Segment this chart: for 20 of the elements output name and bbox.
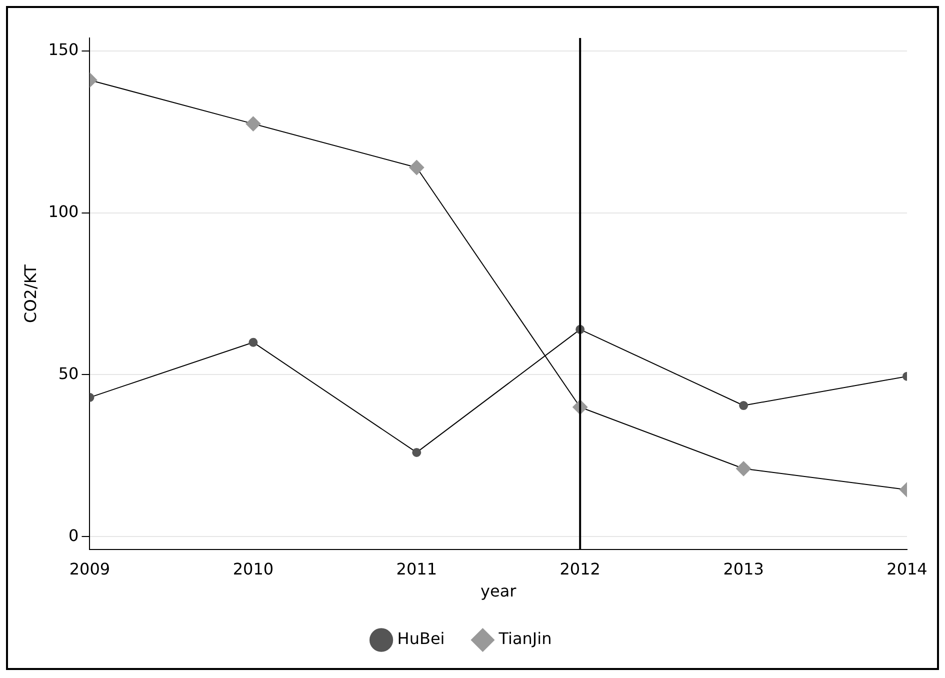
point — [739, 401, 748, 410]
x-tick-label: 2011 — [396, 559, 438, 578]
point — [409, 160, 424, 176]
y-tick-label: 0 — [68, 526, 79, 545]
point — [246, 116, 261, 132]
y-tick-label: 100 — [48, 202, 79, 222]
x-tick-label: 2010 — [232, 559, 274, 578]
legend-label: TianJin — [498, 629, 552, 648]
x-axis-title: year — [480, 582, 517, 601]
x-tick-label: 2012 — [560, 559, 600, 578]
y-axis-title: CO2/KT — [20, 264, 40, 323]
x-tick-label: 2013 — [723, 559, 764, 578]
point — [248, 338, 258, 347]
x-tick-label: 2009 — [69, 559, 110, 578]
legend-label: HuBei — [397, 629, 445, 648]
y-tick-label: 150 — [48, 40, 79, 60]
x-tick-label: 2014 — [886, 559, 928, 578]
y-tick-label: 50 — [58, 364, 79, 383]
point — [736, 461, 752, 476]
point — [412, 448, 422, 457]
